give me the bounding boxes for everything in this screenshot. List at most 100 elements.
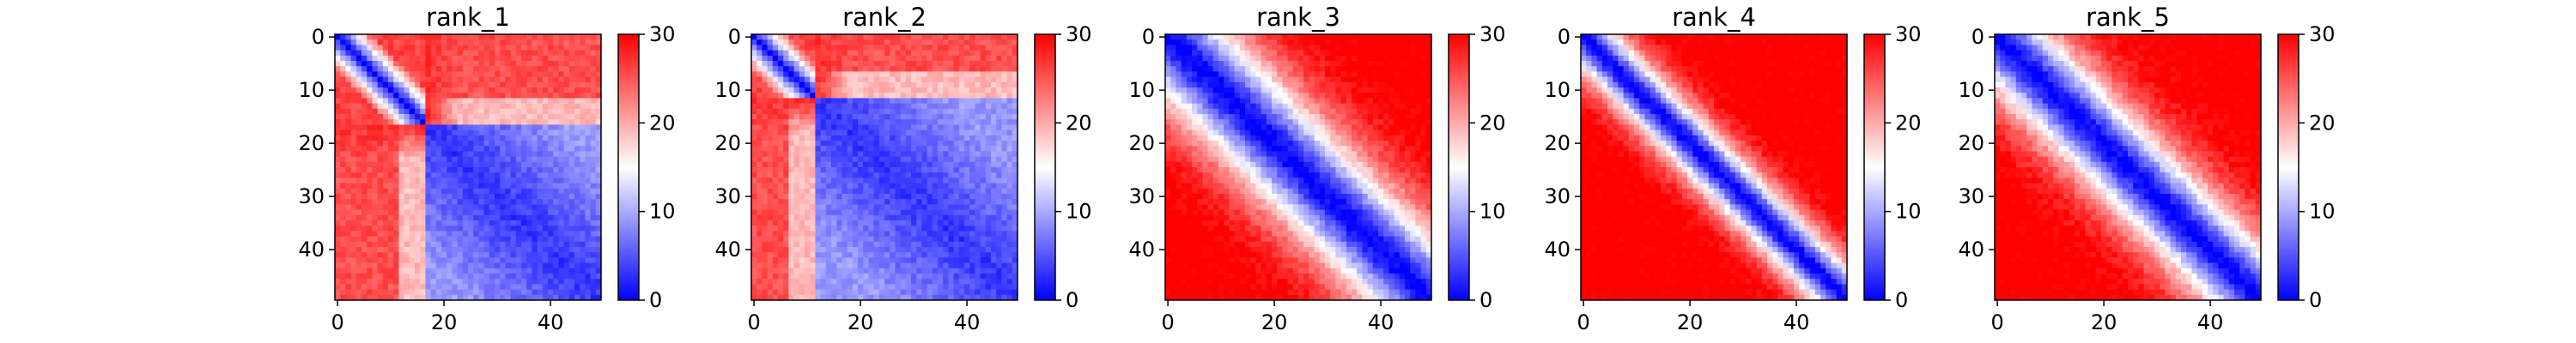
heatmap-cell: [878, 268, 885, 274]
heatmap-cell: [873, 268, 880, 274]
heatmap-cell: [420, 284, 426, 290]
heatmap-cell: [521, 252, 527, 258]
heatmap-cell: [409, 188, 416, 195]
heatmap-cell: [825, 241, 832, 248]
heatmap-cell: [590, 76, 597, 83]
heatmap-cell: [927, 199, 933, 205]
heatmap-cell: [526, 274, 532, 280]
heatmap-cell: [1012, 34, 1018, 40]
heatmap-cell: [805, 178, 811, 184]
heatmap-cell: [868, 178, 874, 184]
heatmap-cell: [756, 268, 762, 274]
heatmap-cell: [847, 151, 854, 157]
heatmap-cell: [788, 236, 794, 243]
heatmap-cell: [756, 220, 762, 226]
heatmap-cell: [873, 135, 880, 141]
heatmap-cell: [863, 161, 869, 168]
heatmap-cell: [927, 220, 933, 226]
heatmap-cell: [767, 141, 774, 147]
heatmap-cell: [991, 66, 997, 72]
heatmap-cell: [441, 167, 447, 173]
heatmap-cell: [778, 108, 784, 115]
heatmap-cell: [340, 204, 346, 210]
heatmap-cell: [532, 262, 538, 269]
heatmap-cell: [985, 114, 992, 120]
heatmap-cell: [580, 114, 586, 120]
heatmap-cell: [377, 93, 384, 99]
heatmap-cell: [751, 199, 757, 205]
heatmap-cell: [810, 172, 816, 178]
heatmap-cell: [430, 55, 437, 62]
heatmap-cell: [1006, 279, 1013, 285]
heatmap-cell: [810, 257, 816, 263]
heatmap-cell: [783, 199, 789, 205]
heatmap-cell: [473, 129, 479, 136]
heatmap-cell: [878, 167, 885, 173]
heatmap-cell: [462, 55, 469, 62]
heatmap-cell: [388, 284, 394, 290]
heatmap-cell: [890, 114, 896, 120]
heatmap-cell: [473, 98, 479, 104]
heatmap-cell: [404, 226, 410, 232]
heatmap-cell: [377, 141, 384, 147]
heatmap-cell: [563, 124, 570, 130]
heatmap-cell: [905, 209, 912, 216]
heatmap-cell: [441, 103, 447, 110]
heatmap-cell: [473, 279, 479, 285]
heatmap-cell: [430, 247, 437, 253]
heatmap-cell: [483, 50, 490, 57]
heatmap-cell: [542, 204, 549, 210]
heatmap-cell: [495, 108, 501, 115]
heatmap-cell: [468, 66, 474, 72]
heatmap-cell: [563, 241, 570, 248]
heatmap-cell: [756, 252, 762, 258]
heatmap-cell: [756, 146, 762, 152]
heatmap-cell: [863, 209, 869, 216]
heatmap-cell: [355, 294, 362, 301]
heatmap-cell: [510, 76, 517, 83]
heatmap-cell: [526, 226, 532, 232]
heatmap-cell: [921, 151, 927, 157]
heatmap-cell: [762, 39, 768, 45]
heatmap-cell: [478, 199, 484, 205]
heatmap-cell: [372, 252, 378, 258]
heatmap-cell: [435, 39, 442, 45]
heatmap-cell: [452, 172, 458, 178]
x-tick-label: 40: [538, 310, 564, 334]
heatmap-cell: [457, 151, 464, 157]
heatmap-cell: [991, 231, 997, 237]
heatmap-cell: [558, 236, 564, 243]
heatmap-cell: [462, 252, 469, 258]
heatmap-cell: [500, 247, 506, 253]
heatmap-cell: [415, 129, 421, 136]
heatmap-cell: [367, 194, 373, 200]
heatmap-cell: [778, 71, 784, 77]
heatmap-cell: [377, 268, 384, 274]
heatmap-cell: [548, 76, 554, 83]
heatmap-cell: [462, 294, 469, 301]
heatmap-cell: [756, 231, 762, 237]
heatmap-cell: [563, 66, 570, 72]
heatmap-cell: [409, 61, 416, 67]
heatmap-cell: [778, 199, 784, 205]
heatmap-cell: [927, 45, 933, 51]
heatmap-cell: [510, 241, 517, 248]
heatmap-cell: [526, 76, 532, 83]
heatmap-cell: [841, 103, 848, 110]
heatmap-cell: [964, 156, 970, 163]
heatmap-cell: [568, 167, 575, 173]
heatmap-cell: [916, 231, 922, 237]
heatmap-cell: [468, 236, 474, 243]
heatmap-cell: [585, 39, 591, 45]
heatmap-cell: [558, 71, 564, 77]
heatmap-cell: [991, 124, 997, 130]
heatmap-cell: [382, 119, 389, 125]
heatmap-cell: [447, 236, 453, 243]
heatmap-cell: [815, 98, 821, 104]
heatmap-cell: [500, 34, 506, 40]
heatmap-cell: [980, 252, 987, 258]
heatmap-cell: [948, 114, 954, 120]
heatmap-cell: [996, 257, 1002, 263]
heatmap-cell: [895, 114, 901, 120]
heatmap-cell: [574, 66, 580, 72]
